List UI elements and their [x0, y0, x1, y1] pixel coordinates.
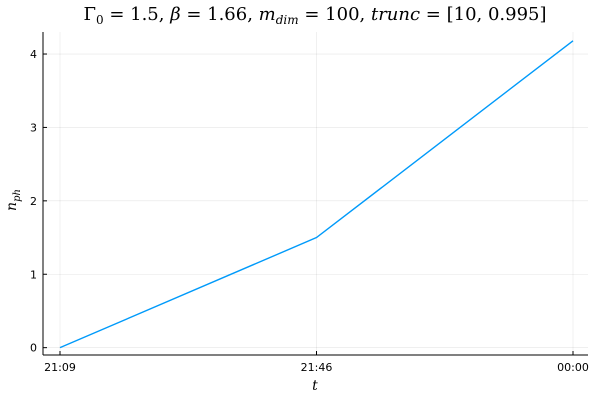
y-tick-label: 0 [30, 342, 37, 355]
x-tick-labels: 21:09 21:46 00:00 [44, 361, 589, 374]
y-tick-label: 1 [30, 268, 37, 281]
series-line [59, 40, 574, 349]
y-tick-label: 4 [30, 48, 37, 61]
x-tick-label: 21:09 [44, 361, 76, 374]
x-axis-label: t [312, 378, 318, 394]
y-tick-labels: 0 1 2 3 4 [30, 48, 37, 355]
chart-title: Γ0 = 1.5, β = 1.66, mdim = 100, trunc = … [83, 4, 546, 27]
grid [43, 32, 588, 355]
y-axis-label: nph [4, 189, 23, 211]
axes [42, 32, 588, 356]
y-tick-label: 3 [30, 121, 37, 134]
series-group [59, 40, 574, 349]
x-tick-label: 00:00 [557, 361, 589, 374]
x-tick-label: 21:46 [301, 361, 333, 374]
y-tick-label: 2 [30, 195, 37, 208]
